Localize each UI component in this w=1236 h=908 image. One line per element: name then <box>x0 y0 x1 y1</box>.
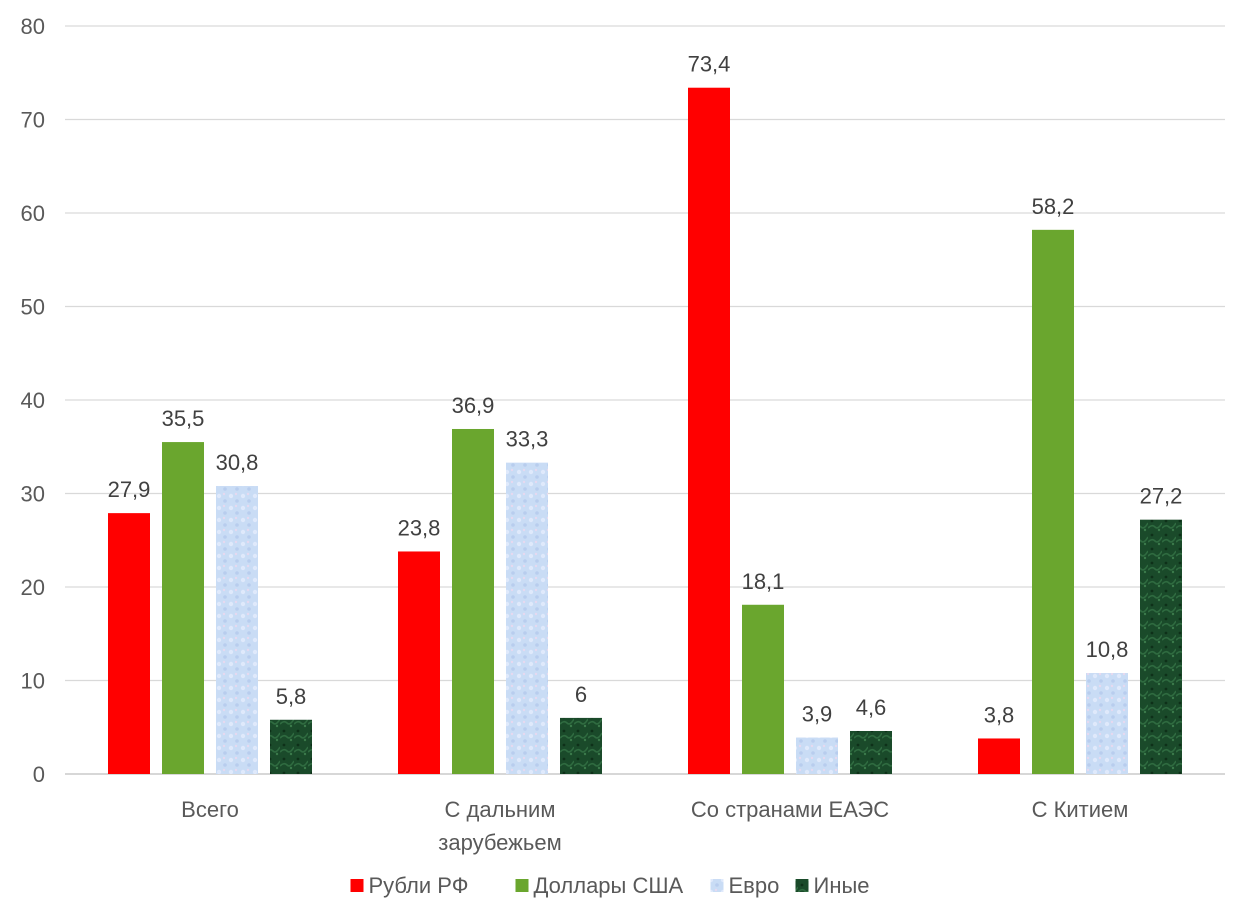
legend-label: Рубли РФ <box>369 873 469 898</box>
legend-label: Евро <box>729 873 780 898</box>
bar <box>978 738 1020 774</box>
bar <box>108 513 150 774</box>
bar <box>1086 673 1128 774</box>
legend-label: Доллары США <box>534 873 684 898</box>
y-tick-label: 80 <box>21 14 45 39</box>
data-label: 18,1 <box>742 569 785 594</box>
data-label: 23,8 <box>398 515 441 540</box>
bar <box>796 737 838 774</box>
data-label: 27,2 <box>1140 484 1183 509</box>
legend-swatch <box>795 879 809 892</box>
y-tick-label: 60 <box>21 201 45 226</box>
category-label: Всего <box>181 797 239 822</box>
bar <box>1140 519 1182 774</box>
bar <box>506 462 548 774</box>
y-tick-label: 70 <box>21 108 45 133</box>
legend-swatch <box>350 879 364 892</box>
y-tick-label: 0 <box>33 762 45 787</box>
data-label: 33,3 <box>506 427 549 452</box>
data-label: 58,2 <box>1032 194 1075 219</box>
category-label: С Китием <box>1032 797 1129 822</box>
legend-swatch <box>710 879 724 892</box>
category-label: С дальним <box>445 797 556 822</box>
bar <box>688 87 730 774</box>
bar <box>270 719 312 774</box>
bar <box>850 730 892 774</box>
data-label: 73,4 <box>688 52 731 77</box>
data-label: 3,9 <box>802 702 833 727</box>
bar <box>452 428 494 774</box>
legend: Рубли РФ Доллары США Евро Иные <box>350 873 870 898</box>
data-label: 6 <box>575 682 587 707</box>
category-label: Со странами ЕАЭС <box>691 797 889 822</box>
bar <box>742 604 784 774</box>
data-label: 3,8 <box>984 702 1015 727</box>
y-tick-label: 10 <box>21 669 45 694</box>
bar <box>1032 229 1074 774</box>
category-label: зарубежьем <box>438 830 561 855</box>
data-label: 27,9 <box>108 477 151 502</box>
data-label: 10,8 <box>1086 637 1129 662</box>
legend-label: Иные <box>814 873 870 898</box>
bar <box>398 551 440 774</box>
data-label: 36,9 <box>452 393 495 418</box>
data-label: 5,8 <box>276 684 307 709</box>
bar <box>560 717 602 774</box>
y-tick-label: 20 <box>21 575 45 600</box>
y-tick-label: 30 <box>21 482 45 507</box>
legend-swatch <box>515 879 529 892</box>
data-label: 30,8 <box>216 450 259 475</box>
data-label: 35,5 <box>162 406 205 431</box>
y-tick-label: 40 <box>21 388 45 413</box>
y-tick-label: 50 <box>21 295 45 320</box>
bar <box>216 486 258 774</box>
data-label: 4,6 <box>856 695 887 720</box>
bar <box>162 442 204 774</box>
